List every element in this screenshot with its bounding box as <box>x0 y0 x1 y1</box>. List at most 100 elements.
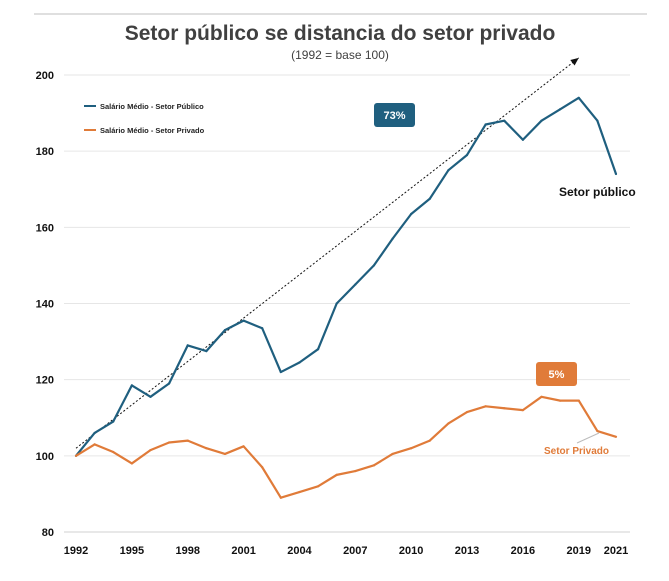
annotation-label-public: 73% <box>383 110 405 122</box>
y-axis-ticks: 80 100 120 140 160 180 200 <box>36 70 54 539</box>
chart-title: Setor público se distancia do setor priv… <box>125 22 556 45</box>
data-point <box>168 382 171 385</box>
x-tick-label: 2004 <box>287 545 312 557</box>
data-point <box>484 405 487 408</box>
data-point <box>279 370 282 374</box>
data-point <box>316 485 320 488</box>
end-label-public: Setor público <box>559 185 636 199</box>
data-point <box>354 469 357 473</box>
end-label-private-leader <box>576 432 600 444</box>
x-axis-ticks: 1992 1995 1998 2001 2004 2007 2010 2013 2016 2019… <box>64 545 628 557</box>
data-point <box>465 410 469 414</box>
data-point <box>93 443 96 446</box>
x-tick-label: 1992 <box>64 545 88 557</box>
data-point <box>391 237 394 240</box>
data-point <box>577 96 580 99</box>
series-line-private <box>75 395 617 499</box>
chart-subtitle: (1992 = base 100) <box>291 48 389 62</box>
x-tick-label: 1998 <box>175 545 199 557</box>
series-line-public <box>75 96 618 457</box>
gridlines <box>64 74 630 457</box>
y-tick-label: 200 <box>36 70 54 82</box>
data-point <box>503 119 506 122</box>
data-point <box>559 108 562 111</box>
data-point <box>465 153 469 157</box>
data-point <box>242 445 245 448</box>
data-point <box>316 348 320 351</box>
data-point <box>596 429 599 433</box>
annotation-public: 73% <box>374 103 415 127</box>
data-point <box>428 439 431 442</box>
data-point <box>521 409 524 412</box>
data-point <box>168 441 171 444</box>
data-point <box>354 283 357 286</box>
data-point <box>391 452 394 456</box>
data-point <box>410 212 413 216</box>
data-point <box>205 447 208 450</box>
data-point <box>130 462 133 465</box>
data-point <box>540 119 543 122</box>
legend: Salário Médio - Setor Público Salário Mé… <box>84 102 205 135</box>
end-label-private: Setor Privado <box>544 446 609 457</box>
legend-label-public: Salário Médio - Setor Público <box>100 102 204 111</box>
data-point <box>261 327 264 330</box>
trend-arrow-head <box>570 57 579 66</box>
data-point <box>130 384 133 387</box>
y-tick-label: 120 <box>36 375 54 387</box>
data-point <box>559 399 562 402</box>
data-point <box>112 420 115 423</box>
data-point <box>186 439 189 442</box>
data-point <box>279 496 282 499</box>
data-point <box>428 197 431 200</box>
data-point <box>149 395 152 398</box>
data-point <box>298 490 301 494</box>
data-point <box>540 395 543 398</box>
data-point <box>223 329 227 332</box>
annotation-box-private <box>536 362 577 386</box>
series-layer <box>74 96 618 499</box>
data-point <box>335 473 338 476</box>
data-point <box>112 450 115 454</box>
data-point <box>596 119 599 122</box>
y-tick-label: 100 <box>36 451 54 463</box>
data-point <box>205 350 208 353</box>
data-point <box>149 449 152 452</box>
annotation-private: 5% <box>536 362 577 386</box>
data-point <box>298 361 301 364</box>
data-point <box>447 169 450 172</box>
y-tick-label: 180 <box>36 146 54 158</box>
data-point <box>521 138 524 141</box>
data-point <box>372 264 376 267</box>
x-tick-label: 2001 <box>231 545 255 557</box>
x-tick-label: 2016 <box>511 545 535 557</box>
data-point <box>74 454 78 457</box>
data-point <box>372 464 376 467</box>
y-tick-label: 80 <box>42 527 54 539</box>
x-tick-label: 2021 <box>604 545 628 557</box>
data-point <box>261 466 264 469</box>
data-point <box>447 422 450 425</box>
y-tick-label: 160 <box>36 222 54 234</box>
data-point <box>577 399 580 402</box>
trend-arrow <box>75 57 580 449</box>
data-point <box>223 452 227 456</box>
data-point <box>186 344 189 347</box>
data-point <box>484 123 487 126</box>
data-point <box>503 407 506 410</box>
x-tick-label: 1995 <box>120 545 144 557</box>
x-tick-label: 2010 <box>399 545 423 557</box>
x-tick-label: 2013 <box>455 545 479 557</box>
data-point <box>242 319 245 322</box>
data-point <box>614 172 618 176</box>
data-point <box>410 447 413 450</box>
data-point <box>614 435 618 438</box>
y-tick-label: 140 <box>36 299 54 311</box>
legend-label-private: Salário Médio - Setor Privado <box>100 126 205 135</box>
x-tick-label: 2019 <box>567 545 591 557</box>
annotation-box-public <box>374 103 415 127</box>
data-point <box>93 431 96 435</box>
data-point <box>335 302 338 305</box>
x-tick-label: 2007 <box>343 545 367 557</box>
annotation-label-private: 5% <box>549 369 565 381</box>
